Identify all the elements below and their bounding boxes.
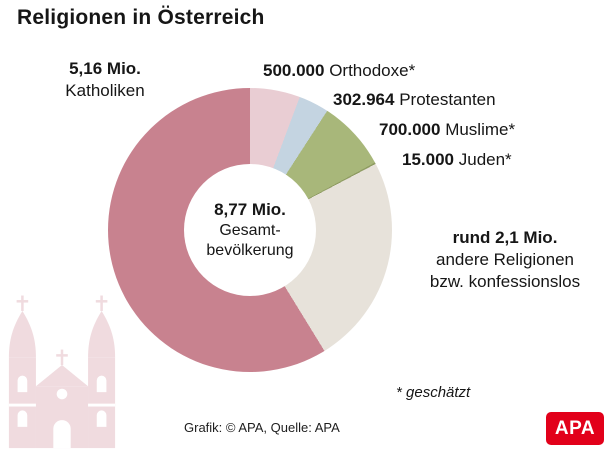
label-orthodoxe-value: 500.000 [263,61,325,80]
credit-line: Grafik: © APA, Quelle: APA [184,420,340,435]
chart-center-label: 8,77 Mio. Gesamt- bevölkerung [184,164,316,296]
total-value: 8,77 Mio. [214,200,286,220]
apa-logo: APA [546,412,604,445]
label-juden-value: 15.000 [402,150,454,169]
label-andere-line2: bzw. konfessionslos [429,272,581,292]
label-katholiken-name: Katholiken [65,81,145,101]
label-muslime-value: 700.000 [379,120,441,139]
label-juden: 15.000 Juden* [402,149,512,171]
label-andere: rund 2,1 Mio. andere Religionen bzw. kon… [405,227,605,293]
footnote-estimated: * geschätzt [396,384,471,401]
page-title: Religionen in Österreich [17,6,265,29]
label-andere-line1: andere Religionen [436,250,574,270]
label-juden-name: Juden* [458,150,512,169]
label-protestanten: 302.964 Protestanten [333,89,496,111]
total-label-line2: bevölkerung [206,241,294,259]
label-muslime: 700.000 Muslime* [379,119,515,141]
label-andere-value: rund 2,1 Mio. [452,228,558,247]
label-protestanten-value: 302.964 [333,90,395,109]
church-illustration [8,295,116,449]
label-muslime-name: Muslime* [445,120,516,139]
donut-chart: 8,77 Mio. Gesamt- bevölkerung [108,88,392,372]
total-label-line1: Gesamt- [219,221,281,239]
label-orthodoxe-name: Orthodoxe* [329,61,416,80]
label-protestanten-name: Protestanten [399,90,496,109]
label-orthodoxe: 500.000 Orthodoxe* [263,60,415,82]
label-katholiken: 5,16 Mio. Katholiken [35,58,175,102]
label-katholiken-value: 5,16 Mio. [69,59,141,78]
